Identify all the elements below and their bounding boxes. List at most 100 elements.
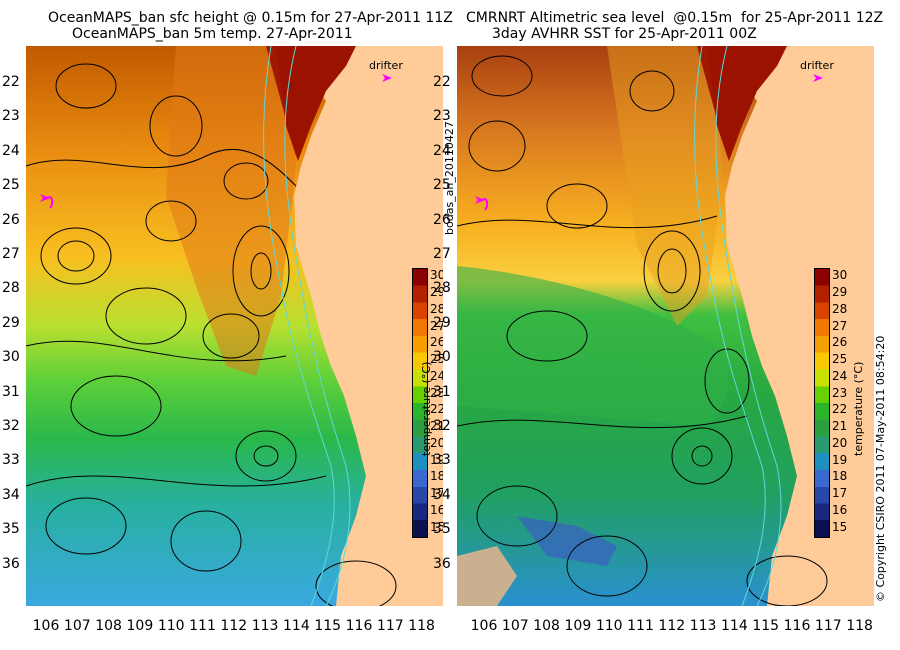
colorbar-tick-label: 19 bbox=[430, 452, 443, 467]
latitude-tick-label: 36 bbox=[433, 555, 451, 572]
latitude-tick-label: 30 bbox=[433, 349, 451, 366]
longitude-tick-label: 116 bbox=[783, 618, 811, 634]
latitude-tick-label: 23 bbox=[2, 108, 20, 125]
colorbar-tick-label: 28 bbox=[430, 301, 443, 316]
colorbar-tick-label: 23 bbox=[832, 385, 848, 400]
longitude-tick-label: 111 bbox=[627, 618, 654, 634]
longitude-tick-label: 114 bbox=[721, 618, 748, 634]
colorbar-tick-label: 25 bbox=[430, 352, 443, 367]
colorbar-tick-label: 16 bbox=[430, 502, 443, 517]
latitude-tick-label: 26 bbox=[2, 211, 20, 228]
right-title-line1: CMRNRT Altimetric sea level @0.15m for 2… bbox=[466, 10, 884, 26]
colorbar-tick-label: 23 bbox=[430, 385, 443, 400]
latitude-tick-label: 30 bbox=[2, 349, 20, 366]
longitude-tick-label: 111 bbox=[189, 618, 216, 634]
longitude-tick-label: 113 bbox=[251, 618, 279, 634]
left-map bbox=[26, 46, 443, 606]
left-drifter-label: drifter bbox=[369, 59, 403, 72]
colorbar-tick-label: 24 bbox=[832, 368, 848, 383]
longitude-tick-label: 118 bbox=[846, 618, 873, 634]
copyright-label: © Copyright CSIRO 2011 07-May-2011 08:54… bbox=[874, 335, 887, 602]
right-title-line2: 3day AVHRR SST for 25-Apr-2011 00Z bbox=[492, 26, 757, 42]
latitude-tick-label: 32 bbox=[2, 418, 20, 434]
center-run-label: bodas_an_20110427 bbox=[443, 121, 456, 235]
latitude-tick-label: 25 bbox=[2, 177, 20, 194]
longitude-tick-label: 115 bbox=[314, 618, 342, 634]
right-map-panel: drifter 30 29 28 27 26 25 24 23 22 21 20 19 18 17 16 15… bbox=[457, 46, 874, 606]
latitude-tick-label: 34 bbox=[433, 486, 451, 503]
longitude-tick-label: 106 bbox=[32, 618, 60, 634]
colorbar-tick-label: 20 bbox=[430, 435, 443, 450]
latitude-tick-label: 34 bbox=[2, 486, 20, 503]
right-colorbar bbox=[814, 268, 830, 538]
left-colorbar-label: temperature (°C) bbox=[420, 361, 433, 456]
left-title-line2: OceanMAPS_ban 5m temp. 27-Apr-2011 bbox=[72, 26, 353, 42]
longitude-tick-label: 109 bbox=[564, 618, 592, 634]
longitude-tick-label: 112 bbox=[220, 618, 248, 634]
latitude-tick-label: 28 bbox=[433, 280, 451, 297]
colorbar-tick-label: 17 bbox=[832, 486, 848, 501]
longitude-tick-label: 109 bbox=[126, 618, 154, 634]
latitude-tick-label: 27 bbox=[433, 246, 451, 262]
left-drifter-marker-north bbox=[382, 74, 392, 82]
latitude-tick-label: 23 bbox=[433, 108, 451, 125]
colorbar-tick-label: 21 bbox=[832, 419, 848, 434]
longitude-tick-label: 108 bbox=[533, 618, 560, 634]
colorbar-tick-label: 30 bbox=[430, 268, 443, 283]
longitude-tick-label: 118 bbox=[408, 618, 435, 634]
latitude-tick-label: 31 bbox=[2, 383, 20, 400]
left-land bbox=[286, 46, 443, 606]
colorbar-tick-label: 27 bbox=[430, 318, 443, 333]
longitude-tick-label: 115 bbox=[752, 618, 780, 634]
longitude-tick-label: 108 bbox=[95, 618, 122, 634]
latitude-tick-label: 24 bbox=[433, 142, 451, 159]
longitude-tick-label: 112 bbox=[658, 618, 686, 634]
colorbar-tick-label: 15 bbox=[430, 519, 443, 534]
left-title-line1: OceanMAPS_ban sfc height @ 0.15m for 27-… bbox=[48, 10, 453, 26]
colorbar-tick-label: 24 bbox=[430, 368, 443, 383]
right-drifter-label: drifter bbox=[800, 59, 834, 72]
latitude-tick-label: 33 bbox=[2, 452, 20, 469]
colorbar-tick-label: 22 bbox=[832, 402, 848, 417]
longitude-tick-label: 117 bbox=[814, 618, 842, 634]
latitude-tick-label: 31 bbox=[433, 383, 451, 400]
left-colorbar bbox=[412, 268, 428, 538]
latitude-tick-label: 26 bbox=[433, 211, 451, 228]
colorbar-tick-label: 21 bbox=[430, 419, 443, 434]
colorbar-tick-label: 29 bbox=[430, 285, 443, 300]
latitude-tick-label: 33 bbox=[433, 452, 451, 469]
colorbar-tick-label: 20 bbox=[832, 435, 848, 450]
longitude-tick-label: 116 bbox=[345, 618, 373, 634]
right-map bbox=[457, 46, 874, 606]
longitude-tick-label: 110 bbox=[595, 618, 623, 634]
colorbar-tick-label: 22 bbox=[430, 402, 443, 417]
longitude-tick-label: 107 bbox=[63, 618, 91, 634]
latitude-tick-label: 35 bbox=[433, 521, 451, 538]
colorbar-tick-label: 18 bbox=[832, 469, 848, 484]
latitude-tick-label: 25 bbox=[433, 177, 451, 194]
latitude-tick-label: 35 bbox=[2, 521, 20, 538]
right-drifter-marker-north bbox=[813, 74, 823, 82]
colorbar-tick-label: 19 bbox=[832, 452, 848, 467]
left-map-panel: drifter 30 29 28 27 26 25 24 23 22 21 20 19 18 17 16 15… bbox=[26, 46, 443, 606]
longitude-tick-label: 107 bbox=[501, 618, 529, 634]
colorbar-tick-label: 16 bbox=[832, 502, 848, 517]
left-drifter-marker-west bbox=[40, 194, 50, 202]
longitude-tick-label: 110 bbox=[157, 618, 185, 634]
colorbar-tick-label: 25 bbox=[832, 352, 848, 367]
right-drifter-marker-west bbox=[475, 196, 485, 204]
longitude-tick-label: 113 bbox=[689, 618, 717, 634]
latitude-tick-label: 36 bbox=[2, 555, 20, 572]
latitude-tick-label: 28 bbox=[2, 280, 20, 297]
latitude-tick-label: 22 bbox=[433, 74, 451, 90]
latitude-tick-label: 29 bbox=[433, 314, 451, 331]
colorbar-tick-label: 29 bbox=[832, 285, 848, 300]
right-colorbar-label: temperature (°C) bbox=[852, 361, 865, 456]
colorbar-tick-label: 17 bbox=[430, 486, 443, 501]
colorbar-tick-label: 15 bbox=[832, 519, 848, 534]
latitude-tick-label: 32 bbox=[433, 418, 451, 434]
colorbar-tick-label: 28 bbox=[832, 301, 848, 316]
latitude-tick-label: 24 bbox=[2, 142, 20, 159]
latitude-tick-label: 22 bbox=[2, 74, 20, 90]
longitude-tick-label: 117 bbox=[376, 618, 404, 634]
